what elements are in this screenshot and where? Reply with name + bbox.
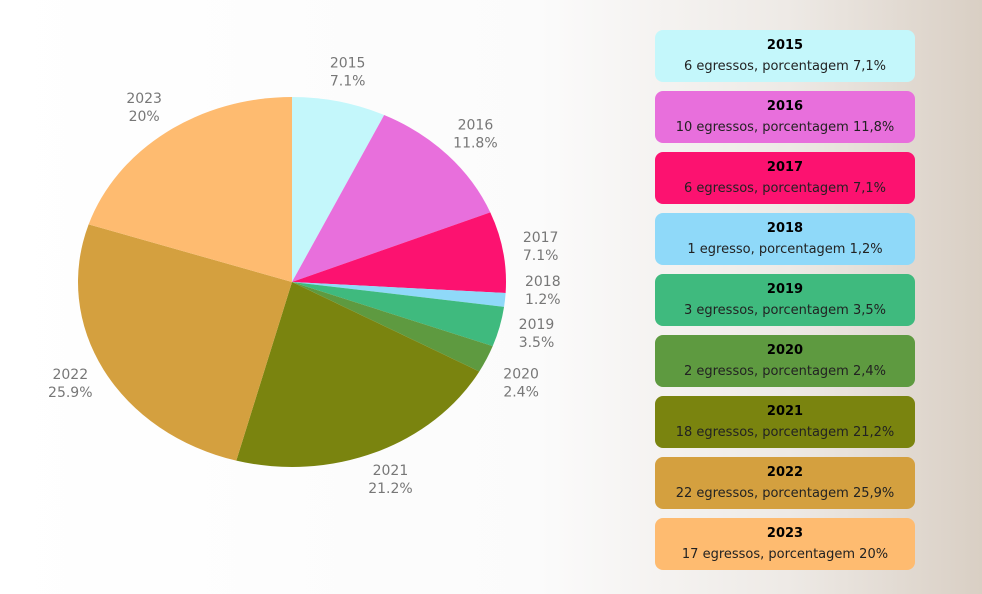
slice-value-label: 1.2%	[525, 292, 561, 308]
legend-card: 2018 1 egresso, porcentagem 1,2%	[655, 213, 915, 265]
legend-card-title: 2021	[655, 404, 915, 419]
legend-card-text: 22 egressos, porcentagem 25,9%	[676, 486, 895, 501]
legend-card: 2019 3 egressos, porcentagem 3,5%	[655, 274, 915, 326]
legend-card-title: 2018	[655, 221, 915, 236]
legend-card-title: 2023	[655, 526, 915, 541]
legend-card: 2022 22 egressos, porcentagem 25,9%	[655, 457, 915, 509]
slice-category-label: 2018	[525, 274, 561, 290]
slice-value-label: 7.1%	[523, 248, 559, 264]
slice-category-label: 2022	[52, 367, 88, 383]
legend-card-text: 18 egressos, porcentagem 21,2%	[676, 425, 895, 440]
slice-value-label: 3.5%	[519, 335, 555, 351]
slice-value-label: 11.8%	[453, 136, 497, 152]
slice-category-label: 2015	[330, 55, 366, 71]
legend-card-title: 2016	[655, 99, 915, 114]
slice-category-label: 2017	[523, 230, 559, 246]
slice-value-label: 7.1%	[330, 73, 366, 89]
slice-category-label: 2021	[373, 463, 409, 479]
legend-card-title: 2017	[655, 160, 915, 175]
legend-card-text: 6 egressos, porcentagem 7,1%	[684, 59, 886, 74]
legend-card-text: 10 egressos, porcentagem 11,8%	[676, 120, 895, 135]
legend-card-title: 2020	[655, 343, 915, 358]
legend-card: 2020 2 egressos, porcentagem 2,4%	[655, 335, 915, 387]
slice-value-label: 2.4%	[503, 385, 539, 401]
page: 2015 7.1% 2016 11.8% 2017 7.1% 2018 1.2% 2019 3.5…	[0, 0, 982, 594]
slice-category-label: 2019	[519, 317, 555, 333]
legend-card-text: 1 egresso, porcentagem 1,2%	[687, 242, 882, 257]
legend-card-text: 2 egressos, porcentagem 2,4%	[684, 364, 886, 379]
slice-value-label: 25.9%	[48, 385, 92, 401]
slice-category-label: 2020	[503, 367, 539, 383]
slice-category-label: 2016	[458, 118, 494, 134]
legend-card-text: 3 egressos, porcentagem 3,5%	[684, 303, 886, 318]
slice-category-label: 2023	[126, 91, 162, 107]
legend-card-title: 2022	[655, 465, 915, 480]
slice-value-label: 21.2%	[368, 481, 412, 497]
legend-card-title: 2019	[655, 282, 915, 297]
legend-card: 2021 18 egressos, porcentagem 21,2%	[655, 396, 915, 448]
legend-card: 2015 6 egressos, porcentagem 7,1%	[655, 30, 915, 82]
legend-card: 2016 10 egressos, porcentagem 11,8%	[655, 91, 915, 143]
slice-value-label: 20%	[129, 109, 160, 125]
legend-card-text: 6 egressos, porcentagem 7,1%	[684, 181, 886, 196]
legend-card: 2023 17 egressos, porcentagem 20%	[655, 518, 915, 570]
legend-card-title: 2015	[655, 38, 915, 53]
legend-card-text: 17 egressos, porcentagem 20%	[682, 547, 888, 562]
legend-card: 2017 6 egressos, porcentagem 7,1%	[655, 152, 915, 204]
